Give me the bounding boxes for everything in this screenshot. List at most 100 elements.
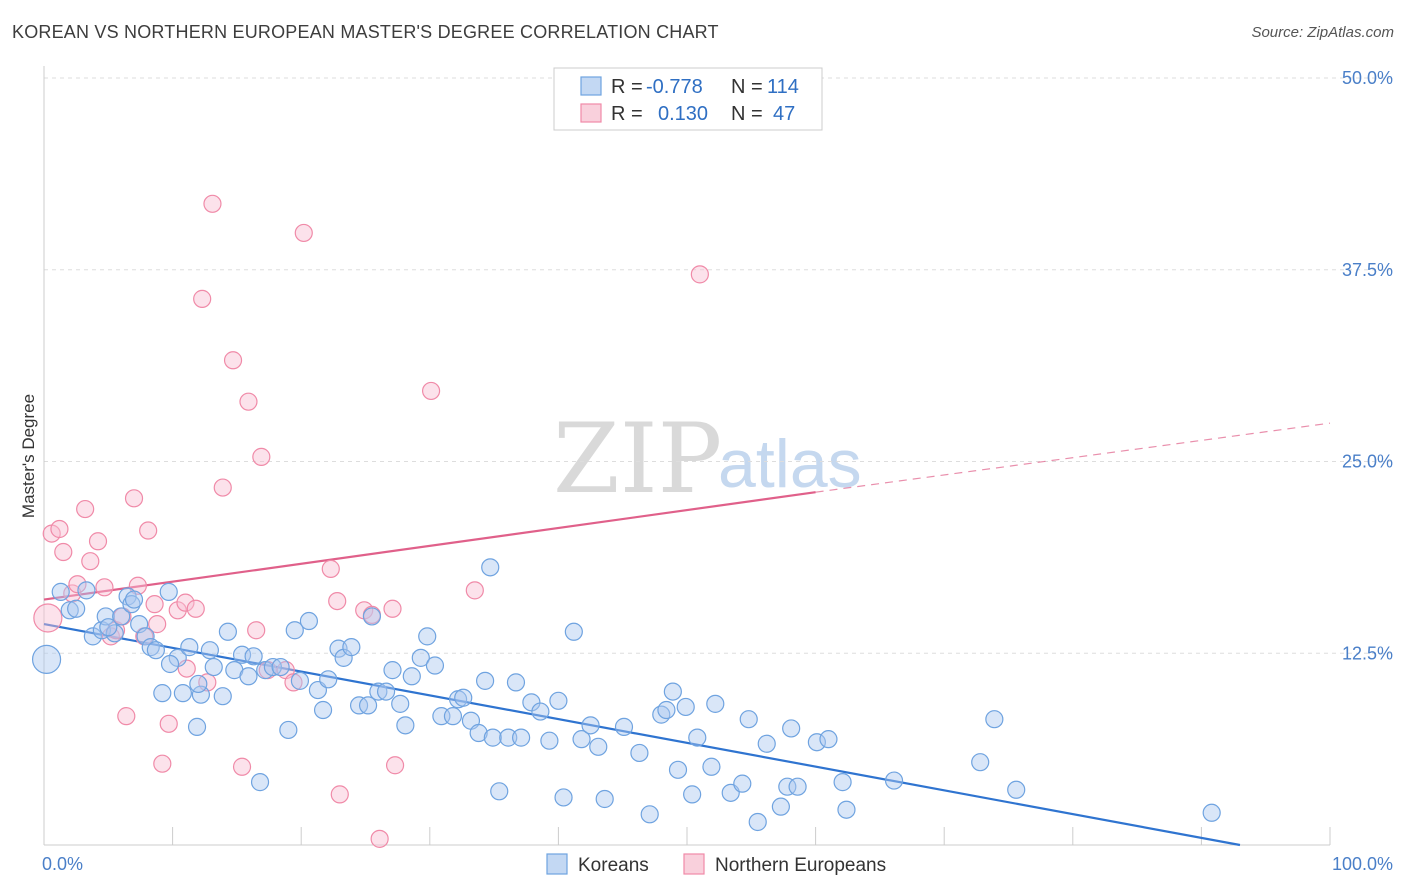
northern-european-point	[117, 707, 136, 726]
legend-n-label-northern: N =	[731, 103, 763, 125]
northern-european-point	[690, 265, 709, 284]
korean-point	[313, 700, 333, 720]
northern-european-point	[186, 599, 205, 618]
northern-european-point	[385, 756, 405, 775]
korean-point	[83, 627, 102, 646]
korean-point	[411, 648, 430, 667]
chart-title: KOREAN VS NORTHERN EUROPEAN MASTER'S DEG…	[12, 22, 719, 42]
korean-point	[51, 582, 70, 601]
korean-point	[67, 599, 86, 618]
legend-r-label-northern: R =	[611, 103, 643, 125]
northern-european-point	[330, 785, 349, 804]
korean-trend-line	[43, 623, 1241, 847]
axes	[43, 66, 1331, 846]
bottom-legend-swatch-northern	[683, 853, 705, 875]
korean-point	[475, 671, 495, 690]
y-tick-label: 12.5%	[1342, 643, 1393, 663]
northern-european-point	[95, 578, 114, 597]
korean-point	[31, 644, 62, 674]
korean-point	[60, 601, 79, 620]
northern-european-point	[370, 829, 389, 848]
northern-european-point	[321, 559, 340, 578]
northern-european-points	[33, 194, 709, 848]
korean-point	[146, 641, 165, 660]
korean-point	[319, 670, 338, 689]
korean-points	[31, 558, 1221, 832]
korean-point	[564, 622, 583, 641]
korean-point	[77, 581, 96, 600]
northern-european-point	[232, 757, 252, 776]
northern-european-point	[193, 289, 212, 308]
trend-lines	[43, 422, 1331, 847]
legend-r-value-northern: 0.130	[658, 103, 708, 125]
korean-point	[391, 694, 410, 713]
x-tick-label: 100.0%	[1332, 854, 1393, 874]
korean-point	[189, 674, 208, 694]
source-label: Source: ZipAtlas.com	[1251, 24, 1394, 41]
northern-european-point	[252, 447, 271, 466]
korean-point	[191, 685, 210, 704]
northern-european-point	[465, 581, 484, 600]
korean-point	[807, 733, 826, 752]
northern-european-point	[223, 351, 243, 370]
legend-r-value-korean: -0.778	[646, 76, 703, 98]
legend-n-value-korean: 114	[767, 76, 799, 98]
bottom-legend-swatch-korean	[546, 853, 568, 875]
korean-point	[200, 641, 219, 660]
korean-point	[782, 719, 801, 738]
korean-point	[788, 777, 807, 796]
korean-point	[676, 697, 695, 717]
korean-point	[204, 657, 223, 677]
northern-european-point	[168, 601, 187, 620]
korean-point	[250, 773, 270, 792]
korean-point	[454, 688, 473, 707]
northern-european-point	[50, 519, 69, 539]
korean-point	[572, 730, 591, 749]
korean-point	[279, 720, 298, 740]
korean-point	[187, 717, 207, 736]
korean-point	[581, 716, 600, 735]
korean-point	[657, 700, 676, 720]
korean-point	[1202, 803, 1221, 822]
korean-point	[771, 797, 790, 816]
korean-point	[160, 654, 180, 674]
watermark-zip: ZIP	[553, 403, 722, 515]
northern-european-point	[176, 593, 195, 612]
korean-point	[589, 737, 608, 756]
korean-point	[499, 728, 518, 747]
korean-point	[402, 667, 421, 686]
korean-point	[271, 657, 290, 677]
northern-european-point	[139, 521, 158, 540]
legend-swatch-northern	[580, 103, 602, 123]
korean-point	[153, 684, 172, 703]
bottom-legend-korean: Koreans	[578, 855, 649, 876]
korean-point	[124, 590, 144, 609]
grid-lines	[44, 77, 1394, 654]
korean-point	[985, 710, 1004, 729]
korean-point	[232, 645, 252, 664]
korean-point	[213, 687, 232, 706]
korean-point	[733, 774, 752, 793]
korean-point	[369, 682, 388, 701]
korean-point	[418, 627, 437, 646]
korean-point	[778, 777, 797, 796]
korean-point	[141, 638, 160, 657]
korean-point	[512, 728, 531, 747]
northern-european-trend-extension	[815, 422, 1331, 493]
korean-point	[159, 582, 178, 601]
korean-point	[490, 782, 509, 801]
korean-point	[99, 618, 118, 637]
northern-european-point	[81, 552, 100, 571]
northern-european-point	[68, 575, 87, 594]
northern-european-point	[203, 194, 222, 213]
korean-point	[683, 785, 702, 804]
korean-point	[173, 684, 192, 703]
legend-box: R = -0.778 N = 114 R = 0.130 N = 47	[553, 67, 823, 131]
korean-point	[554, 788, 573, 807]
korean-point	[244, 647, 263, 666]
korean-point	[239, 667, 258, 686]
northern-european-point	[328, 591, 347, 611]
y-tick-label: 37.5%	[1342, 260, 1393, 280]
bottom-legend-northern: Northern Europeans	[715, 855, 886, 876]
korean-point	[819, 730, 838, 749]
